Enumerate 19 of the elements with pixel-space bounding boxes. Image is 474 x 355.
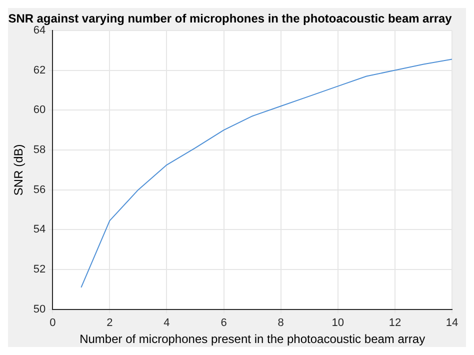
y-tick-label: 54 (33, 224, 46, 236)
x-axis-title: Number of microphones present in the photoacoustic beam array (80, 332, 426, 346)
x-tick-label: 12 (388, 317, 402, 330)
x-tick-label: 0 (50, 317, 56, 330)
y-tick-label: 52 (33, 264, 46, 276)
y-tick-label: 60 (33, 104, 46, 116)
y-tick-label: 56 (33, 184, 46, 196)
x-tick-label: 14 (446, 317, 458, 330)
y-tick-label: 50 (33, 303, 46, 316)
x-tick-label: 8 (278, 317, 284, 330)
y-axis-title: SNR (dB) (12, 144, 26, 196)
y-tick-label: 58 (33, 144, 46, 156)
y-tick-label: 64 (33, 24, 46, 36)
x-tick-label: 6 (220, 317, 227, 330)
x-tick-label: 10 (332, 317, 344, 330)
x-tick-label: 4 (164, 317, 170, 330)
x-tick-label: 2 (106, 317, 113, 330)
y-tick-label: 62 (33, 64, 46, 76)
chart-title: SNR against varying number of microphones in the photoacoustic beam array (8, 11, 452, 26)
